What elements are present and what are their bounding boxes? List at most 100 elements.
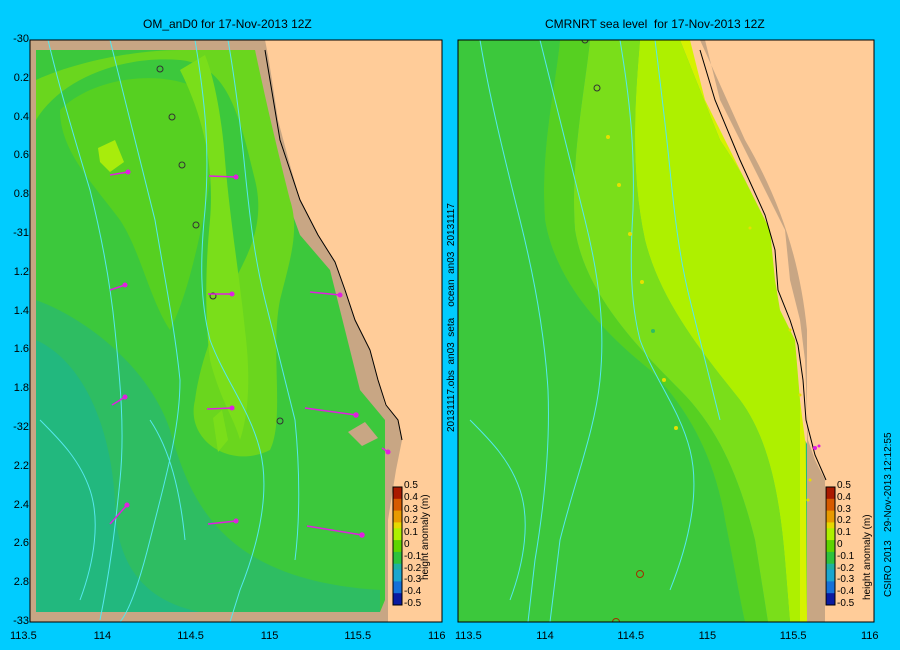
colorbar-swatch — [826, 563, 835, 571]
colorbar-swatch — [826, 551, 835, 559]
y-tick-label: 1.8 — [13, 382, 29, 395]
colorbar-label: 0.4 — [404, 491, 418, 503]
right-land — [690, 40, 874, 622]
colorbar-swatch — [826, 534, 835, 541]
left-rottnest — [348, 422, 378, 446]
colorbar-label: 0.3 — [837, 503, 851, 515]
colorbar-swatch — [826, 528, 835, 535]
x-tick-label: 114 — [93, 630, 112, 642]
colorbar-swatch — [393, 504, 402, 512]
colorbar-swatch — [393, 510, 402, 517]
colorbar-swatch — [393, 551, 402, 559]
colorbar-swatch — [393, 575, 402, 582]
colorbar-label: 0.2 — [404, 515, 418, 527]
colorbar-swatch — [393, 522, 402, 529]
colorbar-swatch — [393, 587, 402, 594]
x-tick-label: 114 — [536, 630, 554, 642]
colorbar-right-title: height anomaly (m) — [862, 514, 873, 600]
y-tick-label: -33 — [13, 615, 29, 627]
colorbar-swatch — [393, 569, 402, 576]
y-tick-label: 2.8 — [13, 576, 29, 589]
colorbar-swatch — [826, 557, 835, 565]
x-tick-label: 115 — [698, 630, 717, 642]
colorbar-swatch — [826, 498, 835, 506]
right-map-title: CMRNRT sea level for 17-Nov-2013 12Z — [545, 17, 765, 31]
y-tick-label: -32 — [13, 421, 29, 433]
y-tick-label: 2.2 — [13, 459, 29, 472]
right-shelf-strip — [690, 40, 825, 622]
left-north-bright — [60, 78, 213, 330]
x-tick-label: 116 — [861, 630, 879, 642]
y-tick-label: 0.6 — [13, 149, 29, 162]
colorbar-label: -0.2 — [837, 562, 855, 574]
y-tick-label: 0.4 — [13, 110, 29, 123]
colorbar-swatch — [826, 599, 835, 606]
y-tick-label: -30 — [13, 33, 29, 45]
colorbar-swatch — [826, 516, 835, 523]
left-obs-markers — [156, 65, 284, 425]
x-tick-label: 116 — [428, 630, 446, 642]
colorbar-swatch — [826, 575, 835, 582]
x-tick-label: 115.5 — [779, 630, 807, 642]
colorbar-label: 0.1 — [837, 527, 851, 539]
colorbar-label: -0.4 — [837, 586, 855, 598]
left-tongue — [180, 55, 249, 440]
colorbar-swatch — [393, 563, 402, 571]
colorbar-label: 0.1 — [404, 527, 418, 539]
left-map — [29, 39, 443, 623]
right-coastline — [699, 49, 827, 481]
x-tick-label: 115 — [260, 630, 279, 642]
colorbar-swatch — [826, 510, 835, 517]
colorbar-left-title: height anomaly (m) — [420, 494, 431, 580]
right-map — [457, 39, 875, 623]
left-vectors — [109, 169, 391, 538]
left-coastline — [264, 49, 403, 441]
colorbar-swatch — [393, 498, 402, 506]
left-map-title: OM_anD0 for 17-Nov-2013 12Z — [143, 17, 312, 31]
left-yellow-patch — [98, 140, 124, 172]
credit-label: CSIRO 2013 29-Nov-2013 12:12:55 — [883, 432, 894, 597]
colorbar-swatch — [393, 487, 402, 494]
left-sw-darker — [36, 340, 200, 612]
colorbar-label: -0.2 — [404, 562, 422, 574]
left-land — [265, 40, 442, 622]
y-tick-label: 0.8 — [13, 188, 29, 201]
colorbar-swatch — [393, 540, 402, 547]
colorbar-swatch — [393, 557, 402, 565]
colorbar-swatch — [826, 569, 835, 576]
colorbar-left — [392, 486, 403, 606]
left-bathymetry — [39, 40, 300, 622]
colorbar-swatch — [826, 492, 835, 500]
y-tick-label: 0.2 — [13, 71, 29, 84]
x-tick-label: 115.5 — [344, 630, 372, 642]
colorbar-swatch — [826, 487, 835, 494]
right-band-6 — [635, 40, 807, 622]
colorbar-label: -0.5 — [837, 598, 855, 609]
colorbar-label: 0 — [404, 539, 410, 550]
colorbar-swatch — [393, 528, 402, 535]
colorbar-swatch — [826, 504, 835, 512]
left-small-patch — [213, 410, 228, 452]
colorbar-swatch — [393, 516, 402, 523]
colorbar-swatch — [826, 522, 835, 529]
x-tick-label: 113.5 — [10, 630, 37, 642]
colorbar-swatch — [826, 546, 835, 553]
colorbar-label: -0.5 — [404, 598, 422, 609]
colorbar-swatch — [393, 599, 402, 606]
right-band-5 — [573, 40, 790, 622]
y-tick-label: -31 — [13, 227, 29, 239]
y-tick-label: 2.4 — [13, 498, 29, 511]
right-vectors — [813, 444, 821, 450]
colorbar-label: 0.2 — [837, 515, 851, 527]
colorbar-swatch — [826, 540, 835, 547]
colorbar-swatch — [826, 581, 835, 588]
colorbar-swatch — [393, 546, 402, 553]
colorbar-label: -0.4 — [404, 586, 422, 598]
right-band-4 — [543, 40, 768, 622]
colorbar-swatch — [393, 593, 402, 600]
x-tick-label: 114.5 — [617, 630, 645, 642]
colorbar-swatch — [393, 492, 402, 500]
y-tick-label: 2.6 — [13, 537, 29, 550]
colorbar-label: 0 — [837, 539, 843, 550]
